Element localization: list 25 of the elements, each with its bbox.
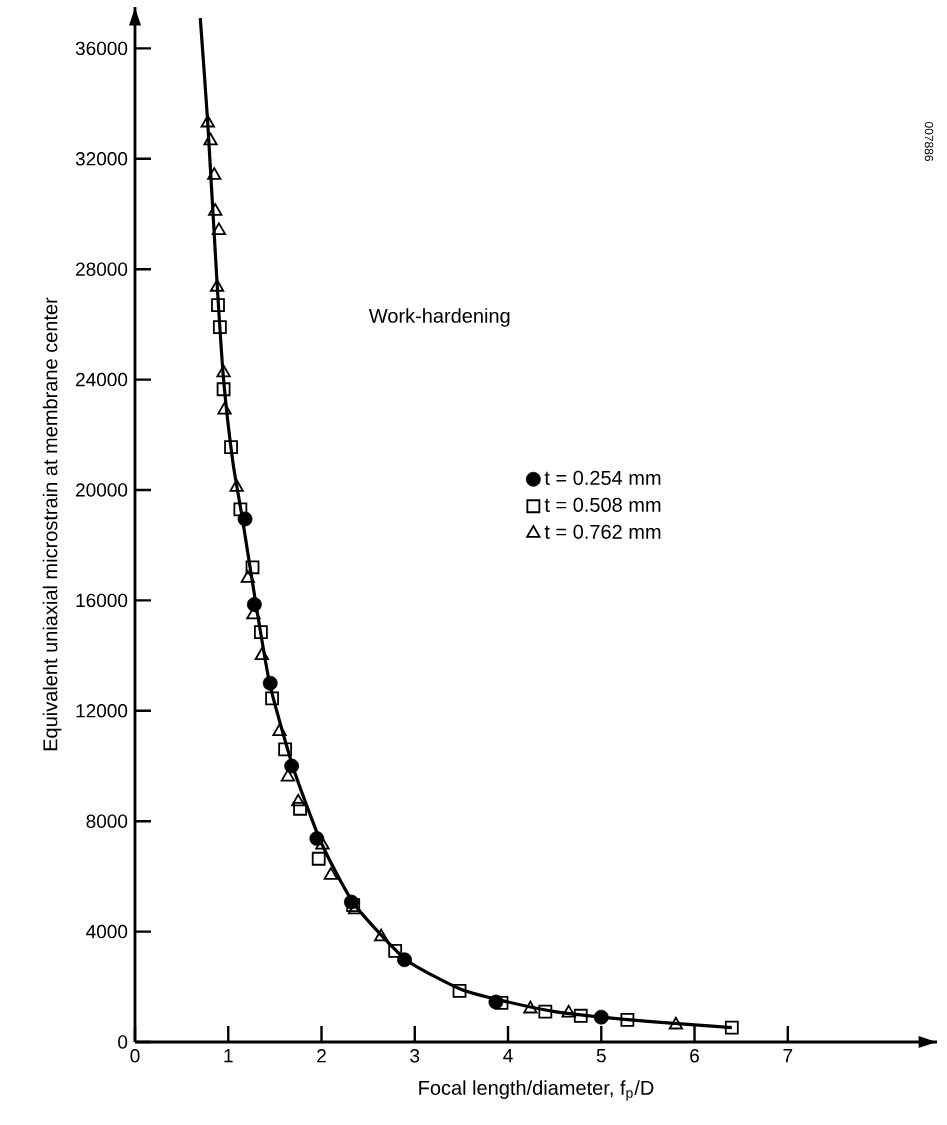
y-axis-title: Equivalent uniaxial microstrain at membrane center bbox=[42, 297, 62, 751]
y-tick-label: 20000 bbox=[76, 483, 128, 497]
y-tick-label: 32000 bbox=[75, 152, 128, 166]
y-tick-label: 0 bbox=[118, 1035, 128, 1049]
x-tick-label: 2 bbox=[317, 1049, 326, 1063]
y-tick-label: 28000 bbox=[76, 262, 128, 276]
legend-label: t = 0.508 mm bbox=[544, 497, 661, 512]
x-tick-label: 5 bbox=[596, 1049, 606, 1063]
y-tick-label: 24000 bbox=[76, 372, 128, 387]
y-tick-label: 36000 bbox=[75, 41, 128, 56]
legend-label: t = 0.762 mm bbox=[544, 524, 661, 539]
y-tick-label: 8000 bbox=[86, 814, 128, 828]
x-tick-label: 7 bbox=[783, 1049, 793, 1063]
annotation: Work-hardening bbox=[368, 308, 510, 327]
x-tick-label: 4 bbox=[503, 1049, 513, 1063]
y-tick-label: 16000 bbox=[76, 593, 128, 608]
x-tick-label: 0 bbox=[130, 1049, 140, 1063]
annotation: 007886 bbox=[924, 122, 934, 162]
x-axis-title: Focal length/diameter, f$_{p}$/D bbox=[419, 1080, 654, 1101]
legend-label: t = 0.254 mm bbox=[544, 470, 661, 485]
x-tick-label: 1 bbox=[224, 1049, 233, 1063]
y-tick-label: 4000 bbox=[86, 924, 128, 939]
x-tick-label: 3 bbox=[410, 1049, 420, 1063]
x-tick-label: 6 bbox=[690, 1049, 699, 1063]
y-tick-label: 12000 bbox=[76, 704, 128, 718]
